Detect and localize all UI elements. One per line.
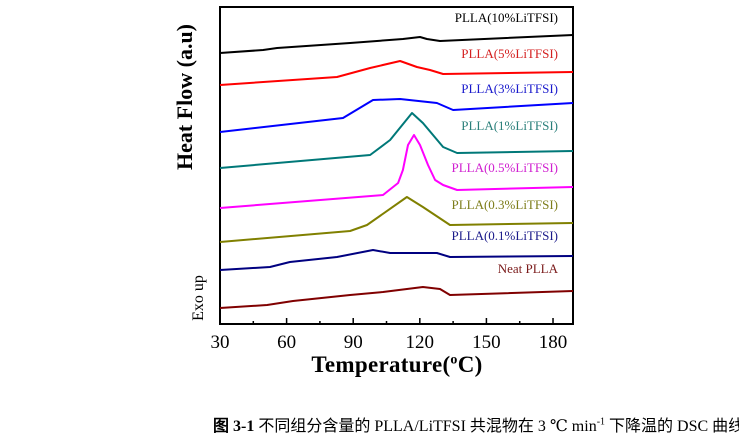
figure-caption: 图 3-1 不同组分含量的 PLLA/LiTFSI 共混物在 3 ℃ min-1… — [213, 412, 739, 436]
y-axis-label: Heat Flow (a.u) — [172, 23, 197, 171]
series-line — [219, 286, 574, 309]
caption-superscript: -1 — [596, 416, 606, 428]
series-label: PLLA(1%LiTFSI) — [461, 118, 558, 133]
series-label: PLLA(0.3%LiTFSI) — [451, 197, 558, 212]
series-label: PLLA(3%LiTFSI) — [461, 81, 558, 96]
series-line — [219, 196, 574, 243]
x-tick-label: 150 — [472, 332, 501, 353]
figure-number: 图 3-1 — [213, 418, 255, 435]
x-axis-label-unit: C) — [457, 352, 483, 377]
x-tick-label: 180 — [539, 332, 568, 353]
x-axis-label-main: Temperature( — [311, 352, 451, 377]
x-tick-label: 90 — [344, 332, 363, 353]
series-line — [219, 249, 574, 271]
series-label: PLLA(0.5%LiTFSI) — [451, 160, 558, 175]
caption-text: 不同组分含量的 PLLA/LiTFSI 共混物在 3 ℃ min — [254, 418, 597, 435]
x-tick-label: 120 — [406, 332, 435, 353]
x-tick-label: 30 — [211, 332, 230, 353]
series-label: PLLA(5%LiTFSI) — [461, 46, 558, 61]
series-line — [219, 98, 574, 133]
series-line — [219, 112, 574, 169]
series-label: PLLA(0.1%LiTFSI) — [451, 228, 558, 243]
series-label: Neat PLLA — [498, 261, 559, 276]
series-line — [219, 134, 574, 209]
series-line — [219, 34, 574, 54]
caption-text-end: 下降温的 DSC 曲线 — [605, 418, 739, 435]
x-tick-label: 60 — [277, 332, 296, 353]
series-line — [219, 60, 574, 86]
exo-up-annotation: Exo up — [190, 275, 207, 321]
x-axis-label: Temperature(oC) — [311, 352, 482, 378]
series-label: PLLA(10%LiTFSI) — [455, 10, 558, 25]
x-axis-label-degree: o — [450, 352, 458, 368]
plot-frame — [219, 6, 574, 325]
